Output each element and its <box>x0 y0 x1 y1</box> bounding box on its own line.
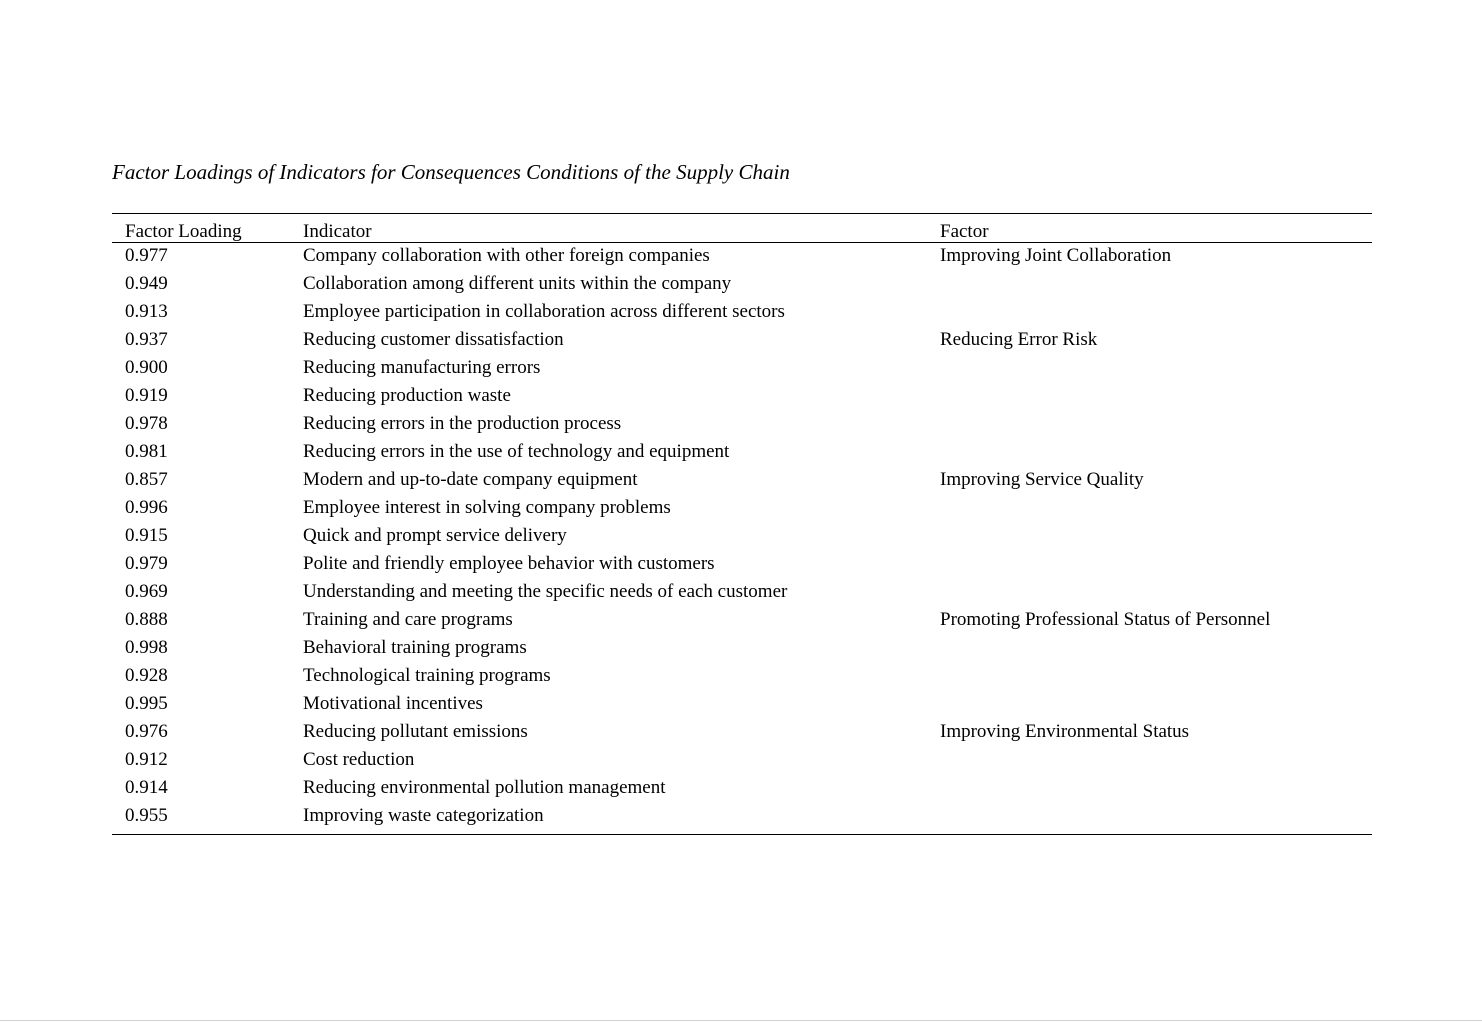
page-bottom-divider <box>0 1020 1482 1021</box>
table-row: 0.913 Employee participation in collabora… <box>112 301 1372 330</box>
cell-factor: Improving Joint Collaboration <box>940 245 1172 266</box>
table-row: 0.912 Cost reduction <box>112 749 1372 778</box>
cell-indicator: Quick and prompt service delivery <box>303 525 567 546</box>
cell-factor-loading: 0.914 <box>125 777 168 798</box>
table-body: 0.977 Company collaboration with other fo… <box>112 243 1372 834</box>
cell-factor: Promoting Professional Status of Personn… <box>940 609 1271 630</box>
table-row: 0.955 Improving waste categorization <box>112 805 1372 834</box>
cell-factor-loading: 0.888 <box>125 609 168 630</box>
cell-factor: Improving Environmental Status <box>940 721 1190 742</box>
header-factor-loading: Factor Loading <box>125 221 242 242</box>
cell-factor-loading: 0.928 <box>125 665 168 686</box>
table-row: 0.979 Polite and friendly employee behavi… <box>112 553 1372 582</box>
table-row: 0.977 Company collaboration with other fo… <box>112 245 1372 274</box>
cell-factor-loading: 0.955 <box>125 805 168 826</box>
cell-indicator: Reducing errors in the use of technology… <box>303 441 730 462</box>
cell-factor-loading: 0.979 <box>125 553 168 574</box>
cell-factor-loading: 0.978 <box>125 413 168 434</box>
cell-indicator: Motivational incentives <box>303 693 483 714</box>
cell-factor-loading: 0.915 <box>125 525 168 546</box>
cell-factor-loading: 0.900 <box>125 357 168 378</box>
cell-indicator: Company collaboration with other foreign… <box>303 245 710 266</box>
header-indicator: Indicator <box>303 221 372 242</box>
cell-indicator: Reducing errors in the production proces… <box>303 413 622 434</box>
cell-indicator: Employee interest in solving company pro… <box>303 497 671 518</box>
table-row: 0.949 Collaboration among different units… <box>112 273 1372 302</box>
cell-indicator: Reducing environmental pollution managem… <box>303 777 666 798</box>
cell-indicator: Training and care programs <box>303 609 513 630</box>
cell-factor-loading: 0.977 <box>125 245 168 266</box>
cell-factor-loading: 0.919 <box>125 385 168 406</box>
cell-indicator: Collaboration among different units with… <box>303 273 732 294</box>
table-row: 0.996 Employee interest in solving compan… <box>112 497 1372 526</box>
cell-indicator: Modern and up-to-date company equipment <box>303 469 638 490</box>
cell-indicator: Understanding and meeting the specific n… <box>303 581 788 602</box>
cell-factor-loading: 0.981 <box>125 441 168 462</box>
cell-indicator: Reducing pollutant emissions <box>303 721 528 742</box>
table-row: 0.857 Modern and up-to-date company equip… <box>112 469 1372 498</box>
cell-factor: Improving Service Quality <box>940 469 1144 490</box>
table-header-row: Factor Loading Indicator Factor <box>112 214 1372 243</box>
table-row: 0.919 Reducing production waste <box>112 385 1372 414</box>
table-row: 0.976 Reducing pollutant emissions Improvi… <box>112 721 1372 750</box>
cell-factor: Reducing Error Risk <box>940 329 1098 350</box>
cell-factor-loading: 0.913 <box>125 301 168 322</box>
cell-factor-loading: 0.937 <box>125 329 168 350</box>
cell-factor-loading: 0.976 <box>125 721 168 742</box>
table-row: 0.900 Reducing manufacturing errors <box>112 357 1372 386</box>
cell-factor-loading: 0.996 <box>125 497 168 518</box>
cell-indicator: Reducing production waste <box>303 385 511 406</box>
table-row: 0.928 Technological training programs <box>112 665 1372 694</box>
cell-indicator: Improving waste categorization <box>303 805 544 826</box>
cell-factor-loading: 0.857 <box>125 469 168 490</box>
cell-factor-loading: 0.949 <box>125 273 168 294</box>
cell-factor-loading: 0.998 <box>125 637 168 658</box>
table-row: 0.998 Behavioral training programs <box>112 637 1372 666</box>
table-row: 0.978 Reducing errors in the production p… <box>112 413 1372 442</box>
table-title: Factor Loadings of Indicators for Conseq… <box>112 160 790 184</box>
cell-factor-loading: 0.995 <box>125 693 168 714</box>
cell-indicator: Technological training programs <box>303 665 551 686</box>
table-row: 0.937 Reducing customer dissatisfaction Re… <box>112 329 1372 358</box>
cell-indicator: Reducing manufacturing errors <box>303 357 541 378</box>
cell-indicator: Cost reduction <box>303 749 415 770</box>
factor-loadings-table: Factor Loading Indicator Factor 0.977 Com… <box>112 213 1372 835</box>
table-row: 0.981 Reducing errors in the use of techn… <box>112 441 1372 470</box>
table-row: 0.969 Understanding and meeting the speci… <box>112 581 1372 610</box>
cell-indicator: Employee participation in collaboration … <box>303 301 785 322</box>
table-row: 0.888 Training and care programs Promoting… <box>112 609 1372 638</box>
cell-indicator: Polite and friendly employee behavior wi… <box>303 553 715 574</box>
cell-factor-loading: 0.912 <box>125 749 168 770</box>
cell-indicator: Behavioral training programs <box>303 637 527 658</box>
cell-factor-loading: 0.969 <box>125 581 168 602</box>
table-row: 0.915 Quick and prompt service delivery <box>112 525 1372 554</box>
header-factor: Factor <box>940 221 989 242</box>
table-row: 0.914 Reducing environmental pollution ma… <box>112 777 1372 806</box>
table-row: 0.995 Motivational incentives <box>112 693 1372 722</box>
cell-indicator: Reducing customer dissatisfaction <box>303 329 564 350</box>
